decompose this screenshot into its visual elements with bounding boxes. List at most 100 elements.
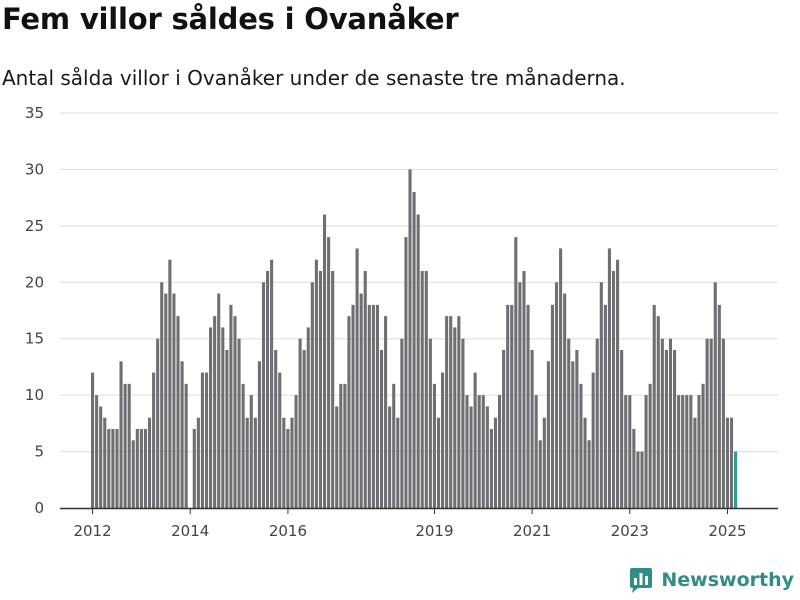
bar (351, 304, 355, 508)
bar (156, 338, 160, 508)
y-axis-ticks: 0 5 10 15 20 25 30 35 (25, 104, 44, 517)
bar (160, 282, 164, 508)
x-tick-label: 2014 (171, 522, 209, 540)
newsworthy-logo: Newsworthy (627, 566, 794, 594)
bar (152, 372, 156, 508)
bar (180, 361, 184, 508)
bar (347, 316, 351, 508)
bar (213, 316, 217, 508)
bar (465, 395, 469, 508)
bar (204, 372, 209, 508)
bar-chart-badge-icon (630, 568, 653, 593)
bar (274, 350, 278, 508)
bar (135, 429, 139, 508)
x-tick-label: 2016 (269, 522, 307, 540)
bar (705, 338, 709, 508)
bar (709, 338, 713, 508)
bar (400, 338, 404, 508)
bar (461, 338, 465, 508)
bar (196, 417, 200, 508)
bar (481, 395, 485, 508)
x-tick-label: 2019 (415, 522, 453, 540)
bar (367, 304, 371, 508)
bar (518, 282, 522, 508)
bar (359, 293, 363, 508)
y-tick-label: 20 (25, 273, 44, 291)
bar (172, 293, 176, 508)
bar (200, 372, 204, 508)
bar (302, 350, 306, 508)
bar (624, 395, 628, 508)
bar (379, 350, 384, 508)
bar (278, 372, 282, 508)
bar (408, 169, 412, 508)
bar (677, 395, 681, 508)
chart-title: Fem villor såldes i Ovanåker (2, 2, 459, 36)
bar (143, 429, 148, 508)
bar (318, 271, 323, 508)
bar (616, 259, 620, 508)
bar (327, 237, 331, 508)
bar (689, 395, 693, 508)
bar (396, 417, 400, 508)
bar (620, 350, 624, 508)
data-labels: 5 (735, 0, 745, 4)
bar (147, 417, 152, 508)
bar (123, 383, 127, 508)
bar (99, 406, 103, 508)
bar (314, 259, 318, 508)
bar (184, 383, 188, 508)
bar (420, 271, 424, 508)
bar (567, 338, 571, 508)
bar (559, 248, 563, 508)
bar (473, 372, 477, 508)
bar (693, 417, 697, 508)
bar (453, 327, 457, 508)
bar (119, 361, 123, 508)
bar (579, 383, 583, 508)
bar (257, 361, 261, 508)
bar (668, 338, 673, 508)
bar (249, 395, 253, 508)
bar (266, 271, 270, 508)
bar (290, 417, 294, 508)
bar (95, 395, 99, 508)
x-tick-label: 2012 (73, 522, 111, 540)
bar (701, 383, 705, 508)
bar (673, 350, 677, 508)
bar (217, 293, 221, 508)
bar (591, 372, 595, 508)
bar (725, 417, 730, 508)
bar (538, 440, 542, 508)
y-tick-label: 0 (34, 499, 44, 517)
bar (640, 451, 644, 508)
bar (534, 395, 538, 508)
x-axis-ticks: 2012 2014 2016 2019 2021 2023 2025 (73, 508, 747, 540)
bar (554, 282, 559, 508)
bar (355, 248, 359, 508)
y-tick-label: 10 (25, 386, 44, 404)
bar (522, 271, 526, 508)
bar (628, 395, 632, 508)
bar (648, 383, 652, 508)
bar (168, 259, 172, 508)
bar (632, 429, 636, 508)
bar (225, 350, 229, 508)
bar (681, 395, 685, 508)
bar (550, 304, 555, 508)
bar (493, 417, 498, 508)
bar (331, 271, 335, 508)
bar (294, 395, 298, 508)
bar (644, 395, 648, 508)
bar (660, 338, 664, 508)
bar (469, 406, 473, 508)
bar (261, 282, 266, 508)
bar (571, 361, 575, 508)
bar (237, 338, 241, 508)
bar (335, 406, 339, 508)
bar (115, 429, 119, 508)
x-tick-label: 2023 (611, 522, 649, 540)
bar (209, 327, 213, 508)
bar (432, 383, 436, 508)
bar (310, 282, 314, 508)
